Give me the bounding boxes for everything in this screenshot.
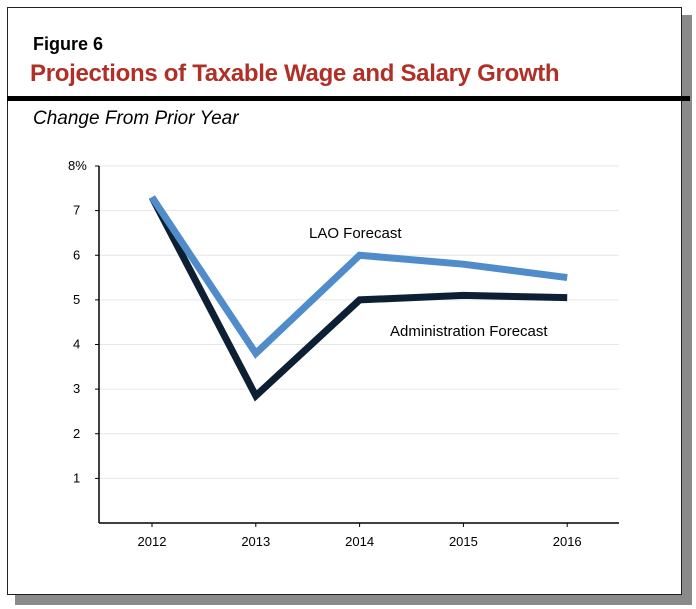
y-tick-label: 2 xyxy=(73,426,80,441)
y-tick-label: 3 xyxy=(73,381,80,396)
x-tick-label: 2013 xyxy=(241,534,270,549)
title-divider xyxy=(7,96,690,101)
figure-label: Figure 6 xyxy=(33,34,104,54)
x-tick-label: 2015 xyxy=(449,534,478,549)
y-tick-label: 4 xyxy=(73,337,80,352)
y-tick-label: 1 xyxy=(73,470,80,485)
administration-forecast-label: Administration Forecast xyxy=(390,323,548,340)
y-tick-label: 6 xyxy=(73,247,80,262)
x-tick-label: 2014 xyxy=(345,534,374,549)
y-tick-label: 5 xyxy=(73,292,80,307)
y-tick-label: 7 xyxy=(73,203,80,218)
x-tick-label: 2016 xyxy=(553,534,582,549)
x-tick-label: 2012 xyxy=(138,534,167,549)
chart-title: Projections of Taxable Wage and Salary G… xyxy=(30,60,560,87)
lao-forecast-label: LAO Forecast xyxy=(309,225,402,242)
chart-subtitle: Change From Prior Year xyxy=(33,108,239,129)
figure-frame xyxy=(7,7,682,595)
y-tick-label: 8% xyxy=(68,158,87,173)
